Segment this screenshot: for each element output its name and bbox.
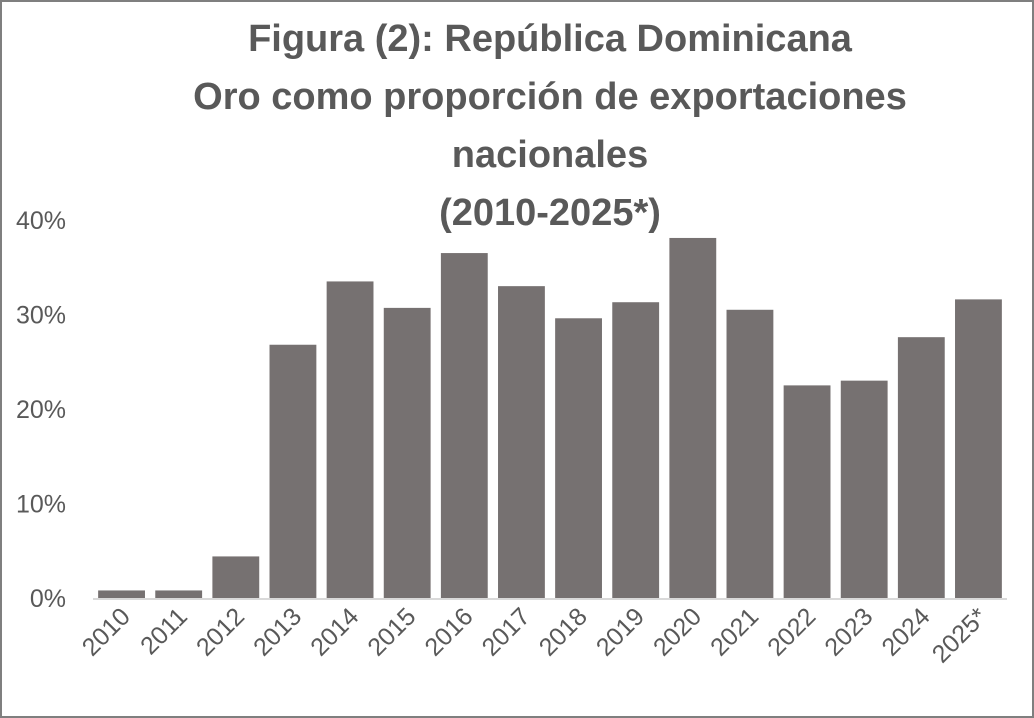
- bar-2019: [612, 302, 660, 598]
- bar-2010: [98, 590, 145, 598]
- x-tick-label: 2017: [477, 602, 536, 661]
- y-tick-label: 0%: [30, 585, 66, 613]
- bar-2020: [669, 237, 717, 598]
- bar-2015: [383, 307, 431, 598]
- bar-2012: [212, 556, 260, 598]
- chart-title: Figura (2): República Dominicana Oro com…: [90, 10, 1010, 242]
- bar-2018: [555, 318, 602, 598]
- bars: [98, 237, 1002, 599]
- x-tick-label: 2013: [248, 602, 307, 661]
- bar-2025-star: [955, 299, 1002, 598]
- chart-title-line-3: nacionales: [451, 134, 649, 176]
- x-tick-label: 2016: [419, 602, 478, 661]
- x-tick-label: 2018: [534, 602, 593, 661]
- y-tick-label: 40%: [16, 207, 66, 235]
- x-tick-label: 2025*: [927, 602, 993, 668]
- x-tick-label: 2014: [305, 602, 364, 661]
- x-tick-label: 2021: [705, 602, 764, 661]
- bar-2011: [155, 590, 203, 598]
- x-tick-label: 2012: [191, 602, 250, 661]
- x-tick-label: 2011: [135, 602, 193, 660]
- chart-title-line-2: Oro como proporción de exportaciones: [193, 76, 907, 118]
- chart-title-line-1: Figura (2): República Dominicana: [248, 18, 852, 60]
- x-tick-label: 2024: [876, 602, 935, 661]
- bar-2023: [840, 380, 888, 598]
- chart-title-line-4: (2010-2025*): [439, 192, 661, 234]
- x-tick-label: 2019: [591, 602, 650, 661]
- x-axis-ticks: 2010 201120122013201420152016201720182019…: [77, 602, 993, 668]
- bar-2021: [726, 309, 774, 598]
- x-tick-label: 2023: [819, 602, 878, 661]
- y-tick-label: 20%: [16, 396, 66, 424]
- x-tick-label: 2010: [77, 602, 136, 661]
- bar-2024: [897, 337, 945, 598]
- y-axis-ticks: 0% 10% 20% 30% 40%: [16, 207, 66, 613]
- x-tick-label: 2015: [362, 602, 421, 661]
- y-tick-label: 30%: [16, 302, 66, 330]
- bar-2022: [783, 385, 831, 599]
- bar-2017: [498, 286, 545, 598]
- y-tick-label: 10%: [16, 491, 66, 519]
- bar-2014: [326, 281, 374, 598]
- bar-2016: [440, 253, 488, 598]
- x-tick-label: 2020: [648, 602, 707, 661]
- bar-2013: [269, 344, 317, 598]
- x-tick-label: 2022: [762, 602, 821, 661]
